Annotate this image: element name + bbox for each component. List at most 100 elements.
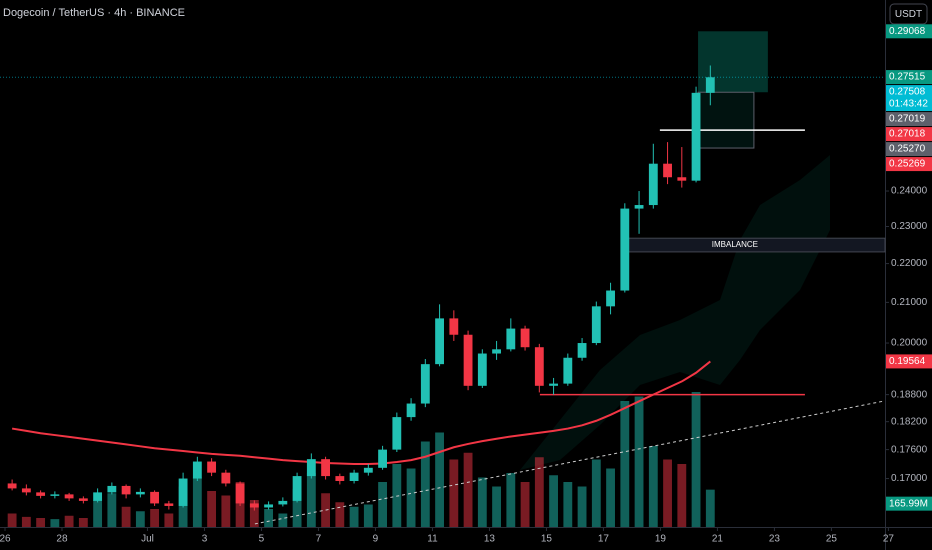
candle-body xyxy=(178,478,188,506)
candle-body xyxy=(306,459,316,477)
candle-body xyxy=(691,92,701,181)
x-tick-label: Jul xyxy=(141,534,154,545)
volume-bar xyxy=(135,511,145,527)
candle-body xyxy=(435,318,444,365)
candle-body xyxy=(278,500,288,505)
candle-body xyxy=(292,476,302,501)
y-tick-label: 0.23000 xyxy=(891,221,928,232)
volume-bar xyxy=(207,491,217,527)
x-tick-label: 21 xyxy=(712,534,724,545)
volume-bar xyxy=(648,446,658,527)
x-tick-label: 13 xyxy=(484,534,496,545)
candle-body xyxy=(207,461,217,473)
candle-body xyxy=(520,328,530,348)
candle-body xyxy=(363,467,373,473)
candle-body xyxy=(135,491,145,495)
candle-body xyxy=(705,77,715,93)
volume-bar xyxy=(7,513,17,527)
currency-button[interactable] xyxy=(889,3,928,25)
volume-bar xyxy=(591,459,601,527)
volume-bar xyxy=(36,518,46,527)
candle-body xyxy=(121,485,131,495)
volume-bar xyxy=(534,457,544,527)
candle-body xyxy=(648,163,658,206)
candle-body xyxy=(349,472,359,481)
price-tag xyxy=(886,157,932,172)
volume-bar xyxy=(520,482,530,527)
x-tick-label: 27 xyxy=(883,534,895,545)
candle-body xyxy=(606,290,615,307)
volume-bar xyxy=(506,473,516,527)
volume-bar xyxy=(691,392,701,527)
candle-body xyxy=(7,483,17,489)
volume-bar xyxy=(292,488,302,527)
volume-bar xyxy=(78,518,88,527)
candle-body xyxy=(378,449,388,468)
x-tick-label: 17 xyxy=(598,534,610,545)
volume-bar xyxy=(606,468,615,527)
candle-body xyxy=(249,503,259,508)
volume-bar xyxy=(663,459,672,527)
currency-label[interactable]: USDT xyxy=(895,9,922,20)
candle-body xyxy=(492,349,501,354)
volume-bar xyxy=(620,401,630,527)
candle-body xyxy=(477,353,487,386)
x-tick-label: 19 xyxy=(655,534,667,545)
price-tag-label: 0.25269 xyxy=(889,159,926,170)
candle-body xyxy=(150,491,160,504)
price-tag-label: 0.29068 xyxy=(889,26,926,37)
x-tick-label: 26 xyxy=(0,534,11,545)
candle-body xyxy=(392,417,402,450)
y-tick-label: 0.21000 xyxy=(891,297,928,308)
volume-bar xyxy=(249,500,259,527)
volume-bar xyxy=(477,477,487,527)
volume-bar xyxy=(93,500,103,527)
symbol-title: Dogecoin / TetherUS · 4h · BINANCE xyxy=(3,7,185,19)
price-tag-label: 0.25270 xyxy=(889,144,926,155)
candle-body xyxy=(21,488,31,493)
candle-body xyxy=(36,492,46,496)
price-tag xyxy=(886,70,932,85)
candle-body xyxy=(634,205,644,209)
volume-bar xyxy=(349,506,359,527)
price-tag xyxy=(886,354,932,369)
candle-body xyxy=(264,504,274,508)
volume-bar xyxy=(392,464,402,527)
x-tick-label: 5 xyxy=(259,534,265,545)
volume-bar xyxy=(406,468,416,527)
candle-body xyxy=(321,459,331,477)
volume-bar xyxy=(192,477,202,527)
candle-body xyxy=(406,403,416,418)
x-tick-label: 28 xyxy=(56,534,68,545)
x-tick-label: 11 xyxy=(427,534,438,545)
price-tag xyxy=(886,112,932,127)
y-tick-label: 0.17000 xyxy=(891,473,928,484)
volume-bar xyxy=(634,396,644,527)
candle-body xyxy=(50,494,60,496)
candle-body xyxy=(64,494,74,499)
price-tag xyxy=(886,24,932,39)
moving-average xyxy=(11,360,711,465)
price-tag xyxy=(886,496,932,511)
candle-body xyxy=(93,492,103,501)
volume-bar xyxy=(378,482,388,527)
x-tick-label: 15 xyxy=(541,534,553,545)
price-tag xyxy=(886,127,932,142)
candle-body xyxy=(420,364,430,404)
volume-bar xyxy=(21,516,31,527)
volume-bar xyxy=(705,489,715,527)
price-tag xyxy=(886,85,932,112)
volume-bar xyxy=(164,513,174,527)
candle-body xyxy=(107,485,117,493)
candle-body xyxy=(591,306,601,344)
x-tick-label: 3 xyxy=(202,534,208,545)
candle-body xyxy=(449,318,459,335)
y-tick-label: 0.18800 xyxy=(891,389,928,400)
y-tick-label: 0.24000 xyxy=(891,186,928,197)
volume-bar xyxy=(449,459,459,527)
candle-body xyxy=(620,208,630,291)
candle-body xyxy=(534,347,544,386)
price-tag-label: 0.27515 xyxy=(889,72,926,83)
price-tag-label: 0.27508 xyxy=(889,87,926,98)
cloud xyxy=(520,155,830,470)
